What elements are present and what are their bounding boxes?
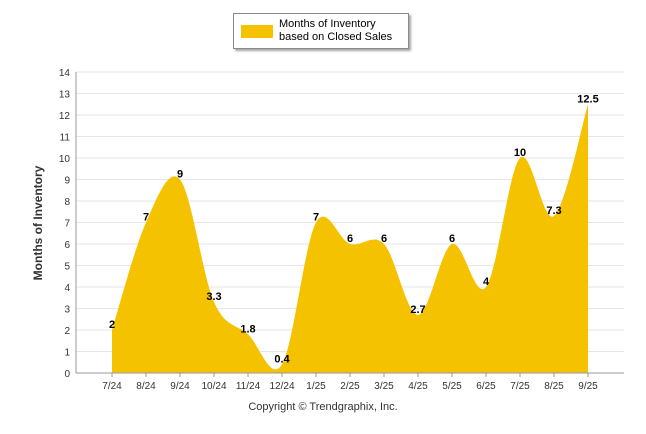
data-label: 6: [381, 233, 387, 245]
data-label: 7.3: [546, 205, 561, 217]
y-tick-label: 3: [64, 305, 70, 316]
data-label: 9: [177, 169, 183, 181]
x-tick-label: 4/25: [408, 381, 428, 392]
y-axis-title: Months of Inventory: [31, 165, 45, 280]
legend-label: Months of Inventory based on Closed Sale…: [279, 18, 393, 43]
x-tick-label: 8/25: [544, 381, 564, 392]
y-tick-label: 4: [64, 283, 70, 294]
x-tick-label: 5/25: [442, 381, 462, 392]
y-tick-label: 8: [64, 197, 70, 208]
area-fill: [112, 104, 588, 373]
y-tick-label: 14: [59, 68, 71, 79]
data-label: 0.4: [274, 353, 290, 365]
y-tick-label: 7: [64, 219, 70, 230]
area-series: [112, 104, 588, 373]
y-tick-label: 1: [64, 348, 70, 359]
x-tick-label: 1/25: [306, 381, 326, 392]
data-label: 3.3: [206, 291, 221, 303]
axes: [75, 72, 624, 377]
x-tick-label: 12/24: [269, 381, 294, 392]
legend: Months of Inventory based on Closed Sale…: [233, 13, 409, 49]
y-tick-label: 12: [59, 111, 71, 122]
x-tick-label: 9/24: [170, 381, 190, 392]
y-tick-label: 10: [59, 154, 71, 165]
data-label: 10: [514, 147, 526, 159]
y-tick-label: 9: [64, 176, 70, 187]
data-label: 12.5: [577, 93, 598, 105]
x-tick-label: 8/24: [136, 381, 156, 392]
legend-swatch: [241, 25, 273, 38]
x-tick-labels: 7/24 8/24 9/24 10/24 11/24 12/24 1/25 2/25 3/25 4…: [102, 381, 598, 392]
x-tick-label: 7/24: [102, 381, 122, 392]
data-label: 2.7: [410, 304, 425, 316]
y-tick-label: 13: [59, 90, 71, 101]
data-labels: 2 7 9 3.3 1.8 0.4 7 6 6 2.7 6 4 10 7.3 12.5: [109, 93, 599, 365]
x-tick-label: 6/25: [476, 381, 496, 392]
data-label: 2: [109, 319, 115, 331]
data-label: 1.8: [240, 323, 255, 335]
x-tick-label: 3/25: [374, 381, 394, 392]
data-label: 7: [313, 212, 319, 224]
data-label: 6: [449, 233, 455, 245]
x-tick-label: 7/25: [510, 381, 530, 392]
y-tick-label: 6: [64, 240, 70, 251]
data-label: 4: [483, 276, 490, 288]
x-tick-label: 2/25: [340, 381, 360, 392]
y-tick-label: 0: [64, 369, 70, 380]
y-tick-label: 5: [64, 262, 70, 273]
x-tick-label: 9/25: [578, 381, 598, 392]
data-label: 6: [347, 233, 353, 245]
y-tick-label: 2: [64, 326, 70, 337]
data-label: 7: [143, 212, 149, 224]
x-tick-label: 10/24: [201, 381, 226, 392]
copyright-footer: Copyright © Trendgraphix, Inc.: [248, 401, 398, 413]
y-tick-label: 11: [60, 133, 71, 144]
x-tick-label: 11/24: [236, 381, 261, 392]
